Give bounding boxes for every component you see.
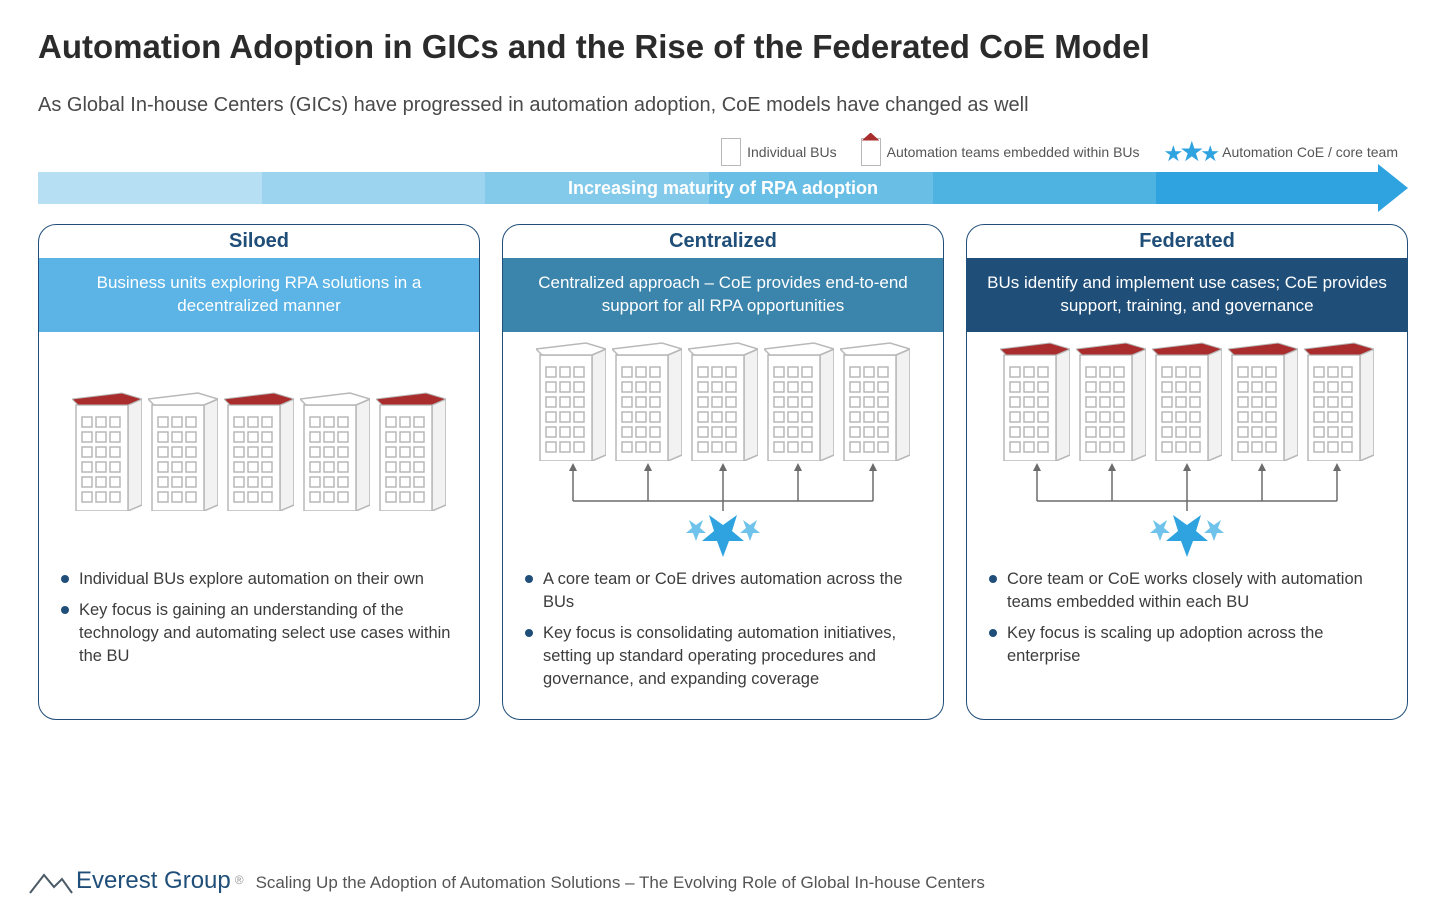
bullet-item: Key focus is scaling up adoption across … xyxy=(989,622,1385,668)
everest-group-logo: Everest Group ® xyxy=(28,867,244,895)
building-icon xyxy=(721,138,741,166)
legend: Individual BUs Automation teams embedded… xyxy=(38,135,1408,168)
building-red-icon xyxy=(861,138,881,166)
page-subtitle: As Global In-house Centers (GICs) have p… xyxy=(38,94,1408,117)
building-icon xyxy=(148,391,218,511)
cards-row: Siloed Business units exploring RPA solut… xyxy=(38,224,1408,720)
card-diagram xyxy=(967,332,1407,562)
legend-label: Individual BUs xyxy=(747,144,837,160)
building-icon xyxy=(1228,341,1298,461)
registered-icon: ® xyxy=(235,873,244,887)
bullet-item: A core team or CoE drives automation acr… xyxy=(525,568,921,614)
card-diagram xyxy=(39,332,479,562)
building-icon xyxy=(1000,341,1070,461)
card-desc: Business units exploring RPA solutions i… xyxy=(39,258,479,332)
bullet-item: Key focus is gaining an understanding of… xyxy=(61,599,457,668)
building-icon xyxy=(376,391,446,511)
building-icon xyxy=(612,341,682,461)
card-diagram xyxy=(503,332,943,562)
legend-embedded: Automation teams embedded within BUs xyxy=(861,138,1140,166)
building-icon xyxy=(1152,341,1222,461)
card-federated: Federated BUs identify and implement use … xyxy=(966,224,1408,720)
page-title: Automation Adoption in GICs and the Rise… xyxy=(38,28,1408,66)
legend-individual: Individual BUs xyxy=(721,138,837,166)
card-desc: Centralized approach – CoE provides end-… xyxy=(503,258,943,332)
logo-text: Everest Group xyxy=(76,867,231,895)
building-icon xyxy=(300,391,370,511)
building-icon xyxy=(1304,341,1374,461)
card-title: Siloed xyxy=(209,230,309,253)
footer-text: Scaling Up the Adoption of Automation So… xyxy=(256,873,985,895)
star-group-icon xyxy=(678,511,768,561)
bullet-item: Individual BUs explore automation on the… xyxy=(61,568,457,591)
star-icon: ★★★ xyxy=(1164,135,1217,168)
legend-label: Automation teams embedded within BUs xyxy=(887,144,1140,160)
building-icon xyxy=(224,391,294,511)
card-bullets: Individual BUs explore automation on the… xyxy=(39,562,479,696)
bullet-item: Key focus is consolidating automation in… xyxy=(525,622,921,691)
building-icon xyxy=(688,341,758,461)
building-icon xyxy=(764,341,834,461)
card-title: Centralized xyxy=(649,230,797,253)
converge-arrows-icon xyxy=(533,461,913,511)
arrow-label: Increasing maturity of RPA adoption xyxy=(38,172,1408,204)
legend-label: Automation CoE / core team xyxy=(1222,144,1398,160)
card-desc: BUs identify and implement use cases; Co… xyxy=(967,258,1407,332)
building-icon xyxy=(840,341,910,461)
building-icon xyxy=(72,391,142,511)
legend-coe: ★★★ Automation CoE / core team xyxy=(1164,135,1398,168)
bullet-item: Core team or CoE works closely with auto… xyxy=(989,568,1385,614)
mountain-icon xyxy=(28,871,74,895)
star-group-icon xyxy=(1142,511,1232,561)
building-icon xyxy=(1076,341,1146,461)
maturity-arrow: Increasing maturity of RPA adoption xyxy=(38,172,1408,204)
card-bullets: A core team or CoE drives automation acr… xyxy=(503,562,943,719)
converge-arrows-icon xyxy=(997,461,1377,511)
card-siloed: Siloed Business units exploring RPA solut… xyxy=(38,224,480,720)
footer: Everest Group ® Scaling Up the Adoption … xyxy=(28,867,985,895)
card-centralized: Centralized Centralized approach – CoE pr… xyxy=(502,224,944,720)
card-bullets: Core team or CoE works closely with auto… xyxy=(967,562,1407,696)
card-title: Federated xyxy=(1119,230,1255,253)
building-icon xyxy=(536,341,606,461)
